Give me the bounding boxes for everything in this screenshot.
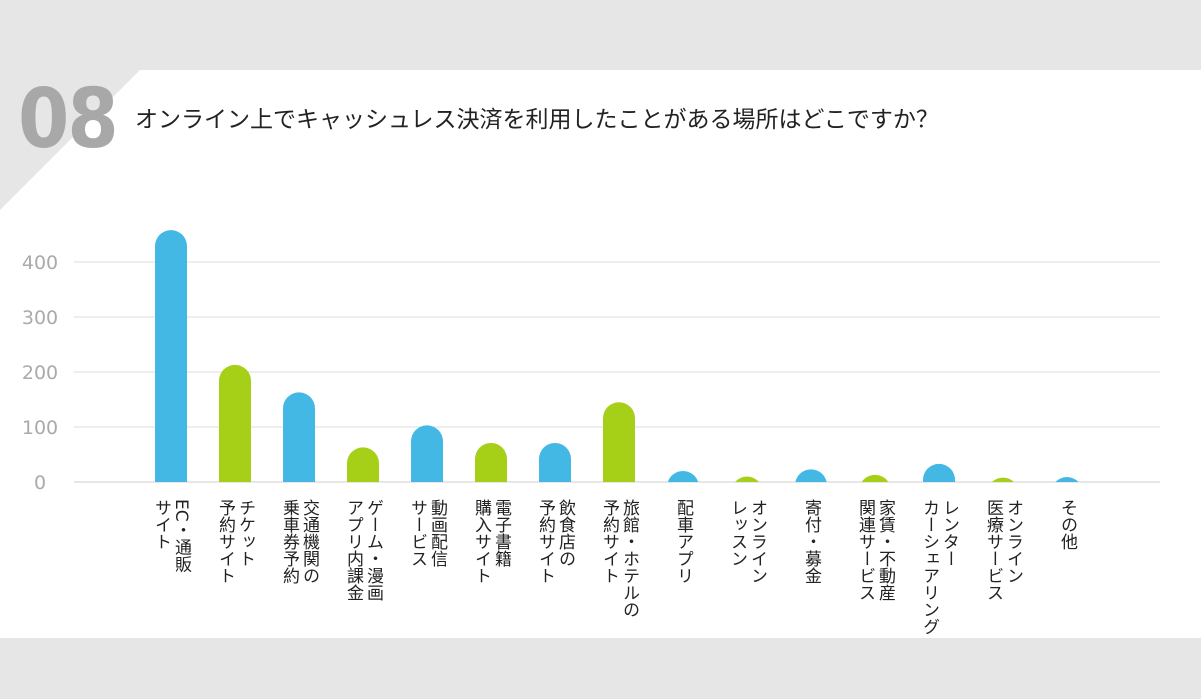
x-tick-label: 購入サイト xyxy=(471,499,492,584)
bar xyxy=(603,402,635,482)
x-tick-label: レンター xyxy=(939,499,959,567)
y-tick-label: 400 xyxy=(22,252,58,274)
y-tick-label: 0 xyxy=(34,472,46,494)
x-tick-label: カーシェアリング xyxy=(919,499,939,635)
x-tick-label: 関連サービス xyxy=(855,499,876,601)
bar xyxy=(155,230,187,482)
chart-card xyxy=(0,70,1201,638)
question-number: 08 xyxy=(18,72,119,167)
x-tick-label: オンライン xyxy=(747,499,767,584)
x-tick-label: 予約サイト xyxy=(599,499,620,584)
x-tick-label: 寄付・募金 xyxy=(801,499,822,584)
x-tick-label: 予約サイト xyxy=(535,499,556,584)
x-tick-label: サービス xyxy=(407,499,427,567)
x-tick-label: EC・通販 xyxy=(171,499,192,573)
bar xyxy=(667,471,699,482)
x-tick-label: 動画配信 xyxy=(427,499,448,567)
y-tick-label: 300 xyxy=(22,307,58,329)
card-corner-cut xyxy=(0,70,140,210)
bar xyxy=(539,442,571,482)
bar xyxy=(219,364,251,482)
bar xyxy=(861,474,889,482)
x-tick-label: 飲食店の xyxy=(555,499,576,567)
bar xyxy=(411,425,443,482)
y-tick-label: 200 xyxy=(22,362,58,384)
x-tick-label: アプリ内課金 xyxy=(343,499,364,601)
x-tick-label: レッスン xyxy=(727,499,747,567)
x-tick-label: 電子書籍 xyxy=(491,499,512,567)
x-tick-label: チケット xyxy=(235,499,255,567)
x-tick-label: 予約サイト xyxy=(215,499,236,584)
x-tick-label: 交通機関の xyxy=(299,499,320,584)
x-tick-label: 旅館・ホテルの xyxy=(619,499,640,618)
x-tick-label: ゲーム・漫画 xyxy=(363,499,384,601)
bar xyxy=(347,447,379,482)
bar xyxy=(991,477,1015,482)
bar xyxy=(795,469,827,482)
x-tick-label: 医療サービス xyxy=(983,499,1004,601)
x-tick-label: 乗車券予約 xyxy=(279,499,300,585)
bar xyxy=(283,392,315,482)
x-tick-label: オンライン xyxy=(1003,499,1023,584)
x-tick-label: 家賃・不動産 xyxy=(875,499,896,601)
bar xyxy=(734,476,760,482)
bar xyxy=(1055,477,1079,482)
bar xyxy=(923,463,955,482)
x-tick-label: サイト xyxy=(151,499,171,550)
bar xyxy=(475,442,507,482)
x-tick-label: 配車アプリ xyxy=(673,499,694,584)
x-tick-label: その他 xyxy=(1057,499,1078,550)
y-tick-label: 100 xyxy=(22,417,58,439)
question-title: オンライン上でキャッシュレス決済を利用したことがある場所はどこですか？ xyxy=(135,107,939,133)
